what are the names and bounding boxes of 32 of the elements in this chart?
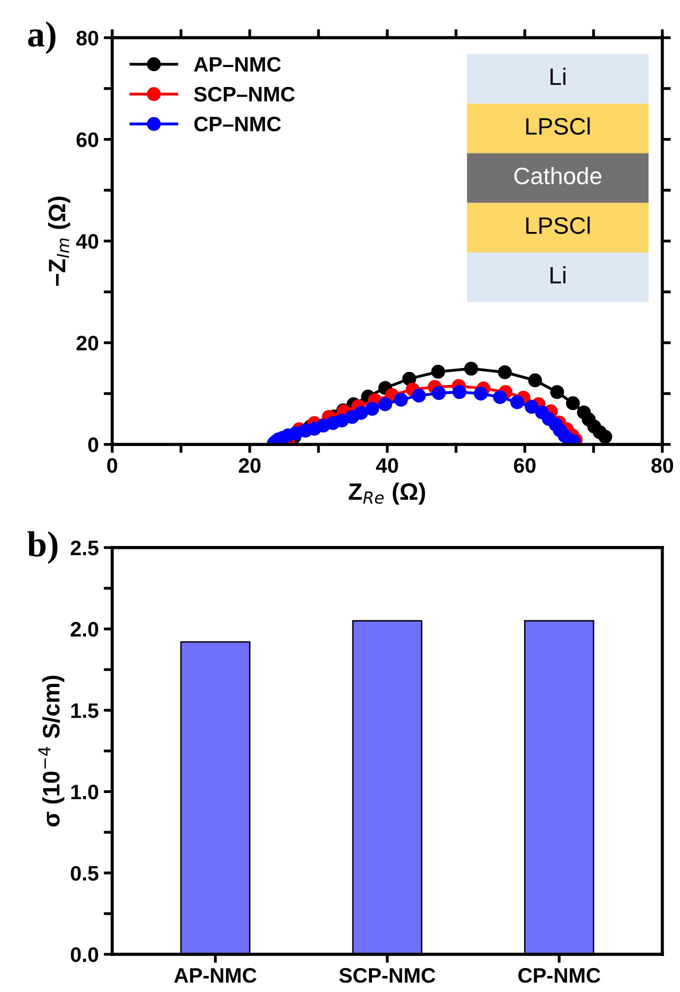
annotation: LPSCl — [526, 117, 590, 135]
y-tick-label: 40 — [76, 234, 98, 249]
y-axis-title: −Z$_{Im}$ (Ω) — [48, 196, 70, 286]
legend-label: SCP–NMC — [194, 86, 295, 102]
legend-label: CP–NMC — [194, 116, 281, 132]
x-tick-label: 40 — [376, 458, 398, 473]
annotation: Li — [550, 266, 566, 284]
y-tick-label: 0.5 — [70, 866, 98, 881]
x-tick-label: 80 — [651, 458, 674, 473]
annotation: LPSCl — [526, 216, 590, 234]
y-tick-label: 1.0 — [71, 784, 98, 800]
text: b) — [27, 531, 58, 564]
y-axis-title: σ (10$^{−4}$ S/cm) — [38, 676, 64, 827]
x-axis-title: Z$_{Re}$ (Ω) — [348, 482, 426, 505]
x-tick-label: CP-NMC — [518, 968, 600, 983]
y-tick-label: 2.5 — [70, 540, 98, 556]
x-tick-label: AP-NMC — [174, 968, 256, 983]
x-tick-label: SCP-NMC — [339, 968, 436, 983]
x-tick-label: 20 — [238, 458, 260, 473]
x-tick-label: 0 — [107, 458, 118, 473]
legend-label: AP–NMC — [194, 56, 281, 72]
x-tick-label: 60 — [514, 458, 536, 473]
y-tick-label: 60 — [76, 132, 98, 148]
y-tick-label: 0.0 — [70, 947, 98, 962]
annotation: Li — [550, 68, 566, 85]
y-tick-label: 2.0 — [70, 622, 98, 637]
y-tick-label: 80 — [76, 30, 98, 46]
annotation: Cathode — [514, 167, 602, 184]
y-tick-label: 20 — [76, 336, 98, 350]
text: a) — [28, 21, 56, 54]
y-tick-label: 0 — [88, 437, 98, 452]
y-tick-label: 1.5 — [71, 703, 98, 718]
